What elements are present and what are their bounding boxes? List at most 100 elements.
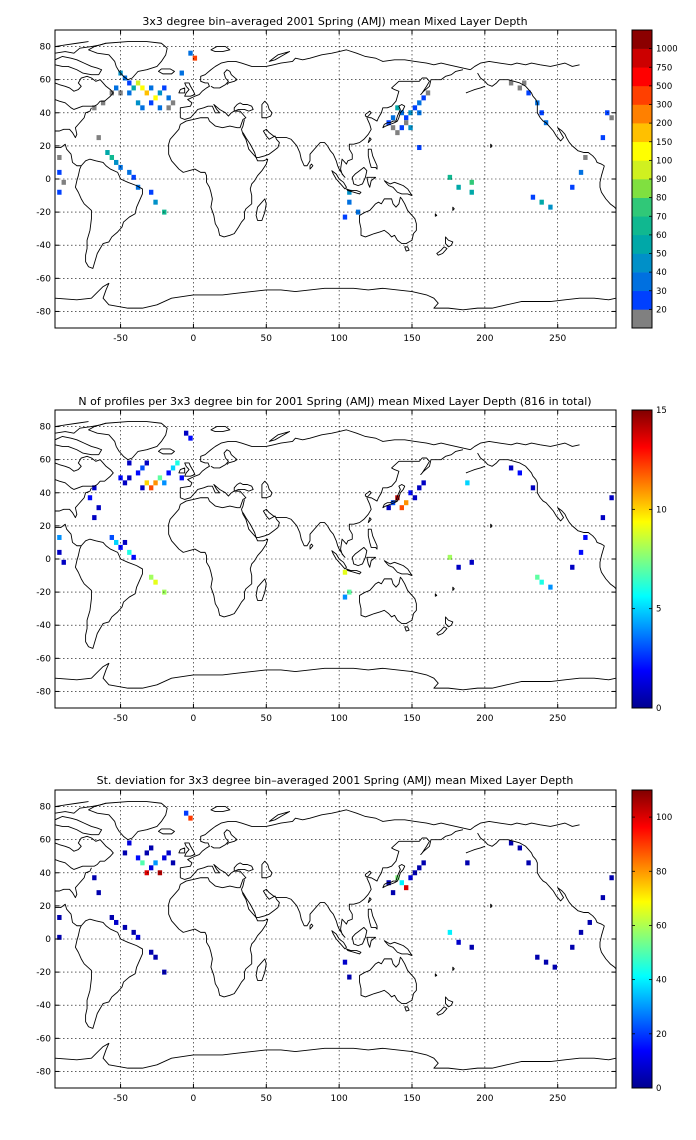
data-cell: [188, 815, 193, 821]
colorbar-tick-label: 20: [656, 1030, 667, 1040]
data-cell: [96, 505, 101, 511]
data-cell: [578, 169, 584, 175]
data-cell: [92, 485, 97, 491]
data-cell: [570, 564, 575, 570]
data-cell: [587, 919, 592, 925]
data-cell: [600, 895, 606, 901]
x-tick-label: 150: [403, 714, 420, 724]
data-cell: [153, 860, 158, 866]
data-cell: [57, 169, 62, 175]
colorbar-tick-label: 0: [656, 704, 661, 714]
x-tick-label: 250: [549, 1094, 566, 1104]
data-cell: [96, 890, 101, 896]
panel-mld: 3x3 degree bin–averaged 2001 Spring (AMJ…: [36, 15, 677, 344]
data-cell: [403, 120, 409, 126]
data-cell: [517, 845, 523, 851]
colorbar-tick-label: 30: [656, 287, 667, 297]
data-cell: [144, 870, 149, 876]
y-tick-label: -80: [36, 687, 51, 697]
colorbar-swatch: [632, 85, 652, 105]
colorbar-tick-label: 90: [656, 175, 667, 185]
data-cell: [539, 199, 544, 205]
x-tick-label: 0: [191, 1094, 197, 1104]
colorbar-swatch: [632, 160, 652, 180]
data-cell: [456, 564, 461, 570]
y-tick-label: 0: [45, 175, 51, 185]
panel-title: 3x3 degree bin–averaged 2001 Spring (AMJ…: [142, 15, 527, 28]
colorbar-tick-label: 60: [656, 921, 667, 931]
y-tick-label: 40: [40, 489, 52, 499]
data-cell: [403, 115, 409, 121]
colorbar-frame: [631, 29, 653, 329]
data-cell: [170, 100, 176, 106]
data-cell: [390, 890, 396, 896]
data-cell: [135, 934, 141, 940]
data-cell: [179, 475, 184, 481]
data-cell: [166, 470, 171, 476]
colorbar-swatch: [632, 197, 652, 217]
data-cell: [447, 174, 453, 180]
colorbar-swatch: [632, 67, 652, 87]
data-cell: [114, 159, 119, 165]
data-cell: [535, 954, 540, 960]
data-cell: [188, 435, 193, 441]
y-tick-label: -40: [36, 1001, 51, 1011]
data-cell: [447, 554, 453, 560]
data-cell: [135, 100, 141, 106]
data-cell: [342, 594, 348, 600]
data-cell: [114, 85, 119, 91]
data-cell: [153, 199, 158, 205]
x-tick-label: 200: [476, 714, 493, 724]
y-tick-label: 80: [40, 803, 52, 813]
data-cell: [144, 850, 149, 856]
colorbar-swatch: [632, 123, 652, 143]
colorbar-frame: [631, 789, 653, 1089]
data-cell: [609, 875, 614, 881]
x-tick-label: 0: [191, 714, 197, 724]
data-cell: [447, 929, 453, 935]
y-tick-label: -60: [36, 654, 51, 664]
data-cell: [535, 574, 540, 580]
x-tick-label: -50: [113, 334, 128, 344]
data-cell: [127, 169, 132, 175]
x-tick-label: 150: [403, 334, 420, 344]
data-cell: [403, 885, 409, 891]
data-cell: [530, 485, 536, 491]
x-tick-label: -50: [113, 714, 128, 724]
data-cell: [399, 110, 404, 116]
data-cell: [417, 100, 422, 106]
data-cell: [469, 179, 474, 185]
map-area: [54, 409, 617, 709]
data-cell: [118, 475, 123, 481]
data-cell: [386, 505, 391, 511]
colorbar-tick-label: 300: [656, 101, 672, 111]
colorbar-swatch: [632, 309, 652, 329]
data-cell: [162, 855, 167, 861]
data-cell: [469, 559, 474, 565]
data-cell: [408, 125, 413, 131]
data-cell: [583, 154, 588, 160]
x-tick-label: 50: [261, 1094, 273, 1104]
data-cell: [148, 865, 154, 871]
data-cell: [583, 534, 588, 540]
colorbar-tick-label: 40: [656, 976, 667, 986]
y-tick-label: 60: [40, 76, 52, 86]
gridlines: [55, 790, 616, 1088]
map-area: [54, 29, 617, 329]
data-cell: [526, 90, 531, 96]
data-cell: [522, 80, 527, 86]
colorbar-tick-label: 60: [656, 231, 667, 241]
data-cell: [148, 100, 154, 106]
data-cell: [57, 914, 62, 920]
colorbar-tick-label: 1000: [656, 45, 678, 55]
data-cell: [408, 490, 413, 496]
colorbar-swatch: [632, 179, 652, 198]
data-cell: [162, 480, 167, 486]
x-tick-label: 0: [191, 334, 197, 344]
data-cell: [508, 840, 514, 846]
data-cell: [109, 914, 115, 920]
data-cell: [61, 559, 66, 565]
data-cell: [87, 495, 93, 501]
data-cell: [517, 470, 523, 476]
